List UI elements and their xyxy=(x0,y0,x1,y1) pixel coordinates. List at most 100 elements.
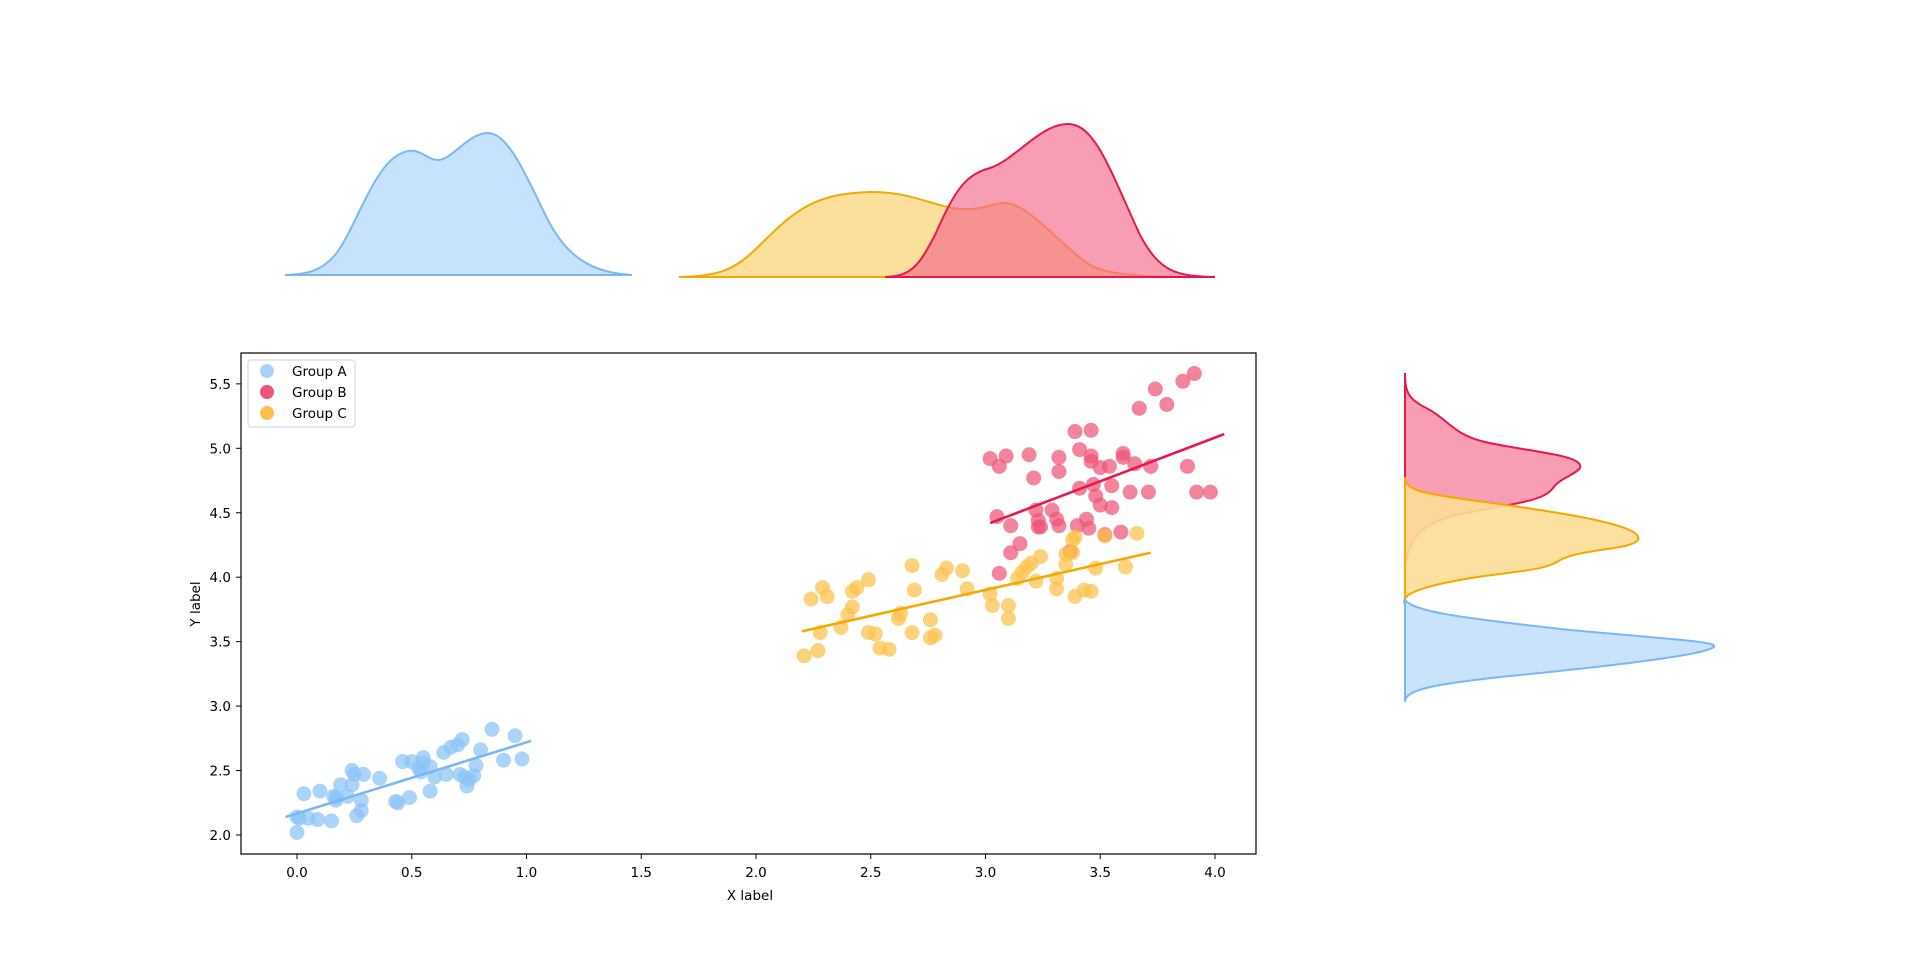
scatter-point xyxy=(1000,610,1016,626)
scatter-point xyxy=(1104,478,1120,494)
scatter-point xyxy=(312,783,328,799)
scatter-point xyxy=(1021,447,1037,463)
regression-line xyxy=(801,551,1152,633)
scatter-point xyxy=(438,766,454,782)
scatter-point xyxy=(310,812,326,828)
kde-y-group-a xyxy=(1404,597,1715,703)
legend-marker-group-c xyxy=(260,406,274,420)
x-tick-label: 1.5 xyxy=(631,865,652,881)
legend-marker-group-a xyxy=(260,364,274,378)
legend-box xyxy=(247,359,356,428)
scatter-point xyxy=(904,625,920,641)
scatter-point xyxy=(867,626,883,642)
y-tick-label: 4.0 xyxy=(210,570,231,586)
scatter-point xyxy=(938,560,954,576)
scatter-point xyxy=(356,766,372,782)
kde-x-group-a xyxy=(284,131,633,276)
scatter-point xyxy=(844,599,860,615)
y-tick-label: 3.0 xyxy=(210,699,231,715)
y-tick-label: 2.0 xyxy=(210,828,231,844)
scatter-point xyxy=(507,728,523,744)
scatter-point xyxy=(1069,518,1085,534)
scatter-point xyxy=(422,783,438,799)
y-tick-label: 4.5 xyxy=(210,506,231,522)
scatter-point xyxy=(1051,518,1067,534)
scatter-point xyxy=(927,627,943,643)
scatter-point xyxy=(484,721,500,737)
scatter-point xyxy=(1067,529,1083,545)
y-axis-label: Y label xyxy=(188,581,204,627)
scatter-point xyxy=(1189,484,1205,500)
scatter-point xyxy=(1159,396,1175,412)
scatter-point xyxy=(1115,449,1131,465)
kde-y-group-c xyxy=(1403,476,1640,609)
scatter-point xyxy=(1097,528,1113,544)
axes-frame xyxy=(240,352,1257,855)
scatter-point xyxy=(1113,524,1129,540)
scatter-point xyxy=(1117,559,1133,575)
regression-lines xyxy=(285,432,1225,819)
scatter-point xyxy=(849,580,865,596)
scatter-point xyxy=(1065,545,1081,561)
scatter-point xyxy=(906,582,922,598)
x-tick-label: 3.5 xyxy=(1090,865,1111,881)
scatter-point xyxy=(296,786,312,802)
scatter-point xyxy=(468,757,484,773)
scatter-point xyxy=(473,742,489,758)
scatter-point xyxy=(514,751,530,767)
scatter-point xyxy=(881,641,897,657)
scatter-point xyxy=(1186,366,1202,382)
y-tick-label: 3.5 xyxy=(210,635,231,651)
scatter-point xyxy=(1179,458,1195,474)
x-tick-label: 2.0 xyxy=(745,865,766,881)
legend-marker-group-b xyxy=(260,385,274,399)
scatter-point xyxy=(401,790,417,806)
scatter-point xyxy=(1104,500,1120,516)
main-axes: 0.0 0.5 1.0 1.5 2.0 2.5 3.0 3.5 4.0 2.0 2.5 3.0 3.5… xyxy=(188,352,1257,904)
scatter-point xyxy=(922,612,938,628)
scatter-point xyxy=(1131,400,1147,416)
scatter-point xyxy=(810,643,826,659)
scatter-point xyxy=(1003,518,1019,534)
regression-line xyxy=(285,739,532,819)
legend-label-group-a: Group A xyxy=(292,364,347,380)
x-axis-ticks: 0.0 0.5 1.0 1.5 2.0 2.5 3.0 3.5 4.0 xyxy=(286,854,1226,881)
scatter-point xyxy=(372,770,388,786)
x-axis-label: X label xyxy=(727,888,773,904)
scatter-point xyxy=(1051,464,1067,480)
scatter-point xyxy=(1026,470,1042,486)
scatter-point xyxy=(819,589,835,605)
scatter-point xyxy=(390,795,406,811)
scatter-point xyxy=(1058,556,1074,572)
scatter-point xyxy=(955,563,971,579)
scatter-point xyxy=(1033,549,1049,565)
x-tick-label: 4.0 xyxy=(1204,865,1225,881)
y-tick-label: 5.5 xyxy=(210,377,231,393)
legend-label-group-c: Group C xyxy=(292,406,347,422)
x-tick-label: 3.0 xyxy=(975,865,996,881)
scatter-point xyxy=(1049,581,1065,597)
y-axis-ticks: 2.0 2.5 3.0 3.5 4.0 4.5 5.0 5.5 xyxy=(210,377,241,844)
scatter-point xyxy=(1072,442,1088,458)
kde-x-group-b xyxy=(884,122,1216,278)
legend: Group A Group B Group C xyxy=(247,359,356,428)
scatter-point xyxy=(1051,449,1067,465)
scatter-point xyxy=(454,732,470,748)
scatter-point xyxy=(860,572,876,588)
scatter-points xyxy=(289,366,1218,840)
scatter-point xyxy=(1067,424,1083,440)
x-tick-label: 0.5 xyxy=(401,865,422,881)
scatter-point xyxy=(1083,583,1099,599)
scatter-point xyxy=(984,598,1000,614)
scatter-point xyxy=(1083,422,1099,438)
regression-line xyxy=(989,432,1225,525)
scatter-point xyxy=(1092,497,1108,513)
scatter-point xyxy=(1101,458,1117,474)
scatter-point xyxy=(803,591,819,607)
y-tick-label: 5.0 xyxy=(210,441,231,457)
scatter-point xyxy=(353,803,369,819)
scatter-point xyxy=(1175,373,1191,389)
scatter-point xyxy=(1081,520,1097,536)
legend-label-group-b: Group B xyxy=(292,385,347,401)
scatter-point xyxy=(496,752,512,768)
